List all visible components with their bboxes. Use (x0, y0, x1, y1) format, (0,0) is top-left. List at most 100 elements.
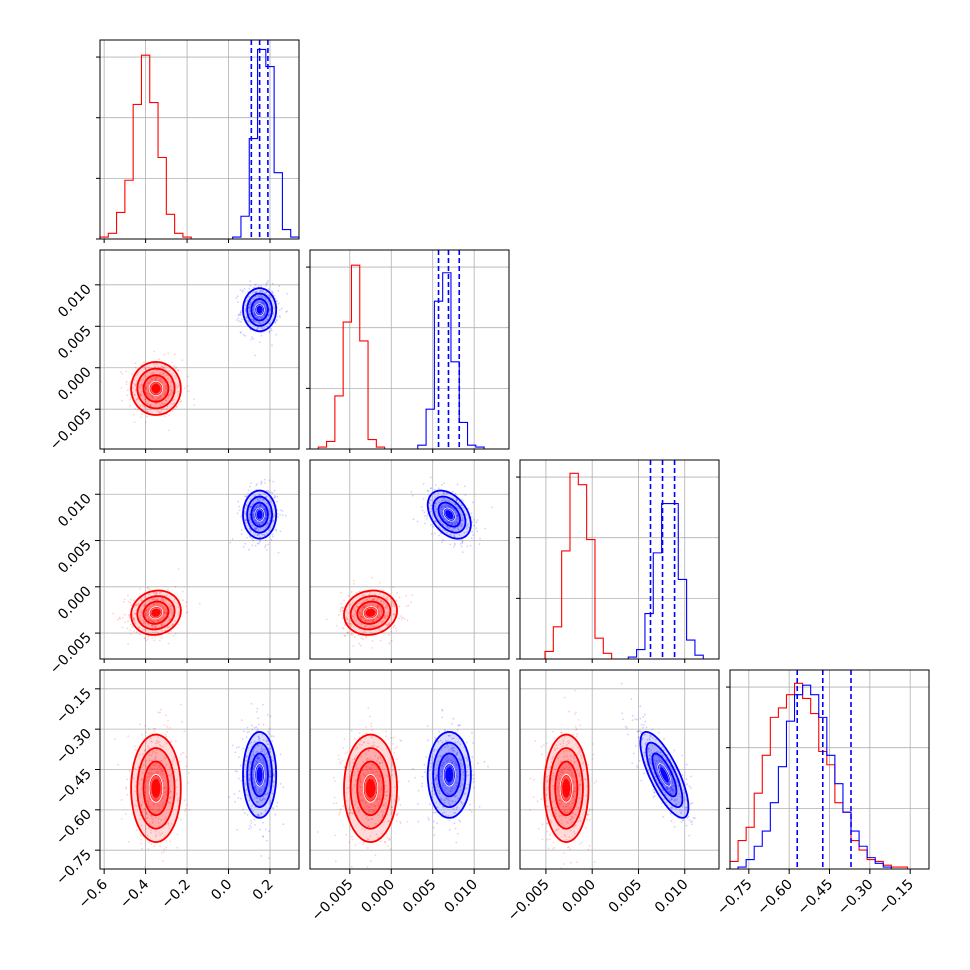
scatter-point (140, 804, 143, 807)
scatter-point (164, 598, 167, 601)
scatter-point (177, 568, 180, 570)
scatter-point (159, 809, 162, 812)
scatter-point (180, 703, 182, 706)
scatter-point (571, 802, 574, 805)
scatter-point (551, 801, 554, 803)
scatter-point (258, 523, 260, 526)
scatter-point (134, 383, 137, 386)
scatter-point (175, 384, 178, 387)
scatter-point (571, 817, 573, 820)
scatter-point (165, 385, 167, 387)
scatter-point (248, 519, 251, 522)
scatter-point (393, 752, 396, 754)
scatter-point (646, 738, 649, 741)
scatter-point (156, 591, 159, 594)
scatter-point (160, 616, 163, 619)
scatter-point (563, 834, 566, 836)
scatter-point (262, 498, 264, 501)
scatter-point (255, 527, 257, 530)
scatter-point (157, 379, 160, 382)
scatter-point (270, 327, 273, 330)
scatter-point (256, 504, 259, 507)
scatter-point (151, 597, 154, 600)
scatter-point (550, 821, 553, 824)
scatter-point (340, 606, 343, 609)
scatter-point (156, 768, 159, 770)
scatter-point (374, 854, 377, 857)
scatter-point (131, 614, 134, 617)
scatter-point (175, 405, 178, 408)
scatter-point (448, 520, 450, 523)
scatter-point (161, 381, 163, 383)
scatter-point (269, 771, 272, 774)
scatter-point (351, 615, 354, 618)
scatter-point (435, 801, 438, 804)
scatter-point (363, 807, 365, 809)
contour-line-inner (255, 764, 264, 786)
scatter-point (558, 802, 561, 805)
scatter-point (455, 522, 458, 524)
scatter-point (442, 762, 445, 765)
scatter-point (265, 297, 267, 299)
scatter-point (450, 507, 453, 509)
scatter-point (380, 600, 382, 603)
scatter-point (360, 612, 363, 615)
scatter-point (465, 527, 468, 530)
scatter-point (372, 803, 374, 806)
scatter-point (248, 321, 251, 323)
scatter-point (162, 598, 165, 601)
scatter-point (568, 807, 571, 809)
scatter-point (169, 797, 171, 800)
scatter-point (390, 794, 393, 797)
scatter-point (453, 535, 456, 538)
scatter-point (174, 740, 177, 743)
scatter-point (264, 773, 267, 776)
scatter-point (185, 605, 188, 608)
scatter-point (426, 517, 428, 520)
scatter-point (560, 814, 563, 817)
scatter-point (149, 404, 152, 407)
scatter-point (121, 626, 124, 629)
scatter-point (162, 613, 165, 616)
scatter-point (244, 310, 247, 313)
scatter-point (259, 759, 262, 762)
scatter-point (140, 394, 142, 397)
scatter-point (138, 386, 141, 389)
scatter-point (249, 302, 252, 305)
scatter-point (261, 750, 264, 752)
panel-content (100, 279, 288, 449)
scatter-point (255, 790, 258, 793)
scatter-point (360, 743, 363, 746)
scatter-point (175, 406, 178, 409)
scatter-point (248, 761, 251, 763)
scatter-point (334, 834, 336, 837)
scatter-point (559, 799, 561, 802)
scatter-point (390, 603, 393, 605)
scatter-point (433, 748, 436, 751)
scatter-point (383, 616, 385, 619)
scatter-point (138, 796, 141, 798)
scatter-point (143, 603, 146, 606)
scatter-point (367, 707, 370, 710)
scatter-point (146, 776, 149, 779)
scatter-point (557, 757, 559, 760)
scatter-point (146, 611, 149, 613)
scatter-point (238, 790, 241, 793)
scatter-point (155, 816, 157, 819)
scatter-point (356, 770, 359, 773)
scatter-point (398, 768, 401, 771)
scatter-point (134, 362, 137, 365)
scatter-point (264, 793, 267, 795)
scatter-point (155, 619, 158, 622)
scatter-point (164, 386, 166, 388)
scatter-point (251, 753, 254, 755)
scatter-point (265, 739, 268, 742)
scatter-point (148, 747, 151, 750)
scatter-point (173, 398, 176, 401)
scatter-point (339, 808, 342, 811)
scatter-point (145, 612, 148, 615)
scatter-point (561, 766, 564, 769)
scatter-point (426, 725, 429, 727)
scatter-point (138, 385, 141, 388)
scatter-point (459, 785, 462, 788)
